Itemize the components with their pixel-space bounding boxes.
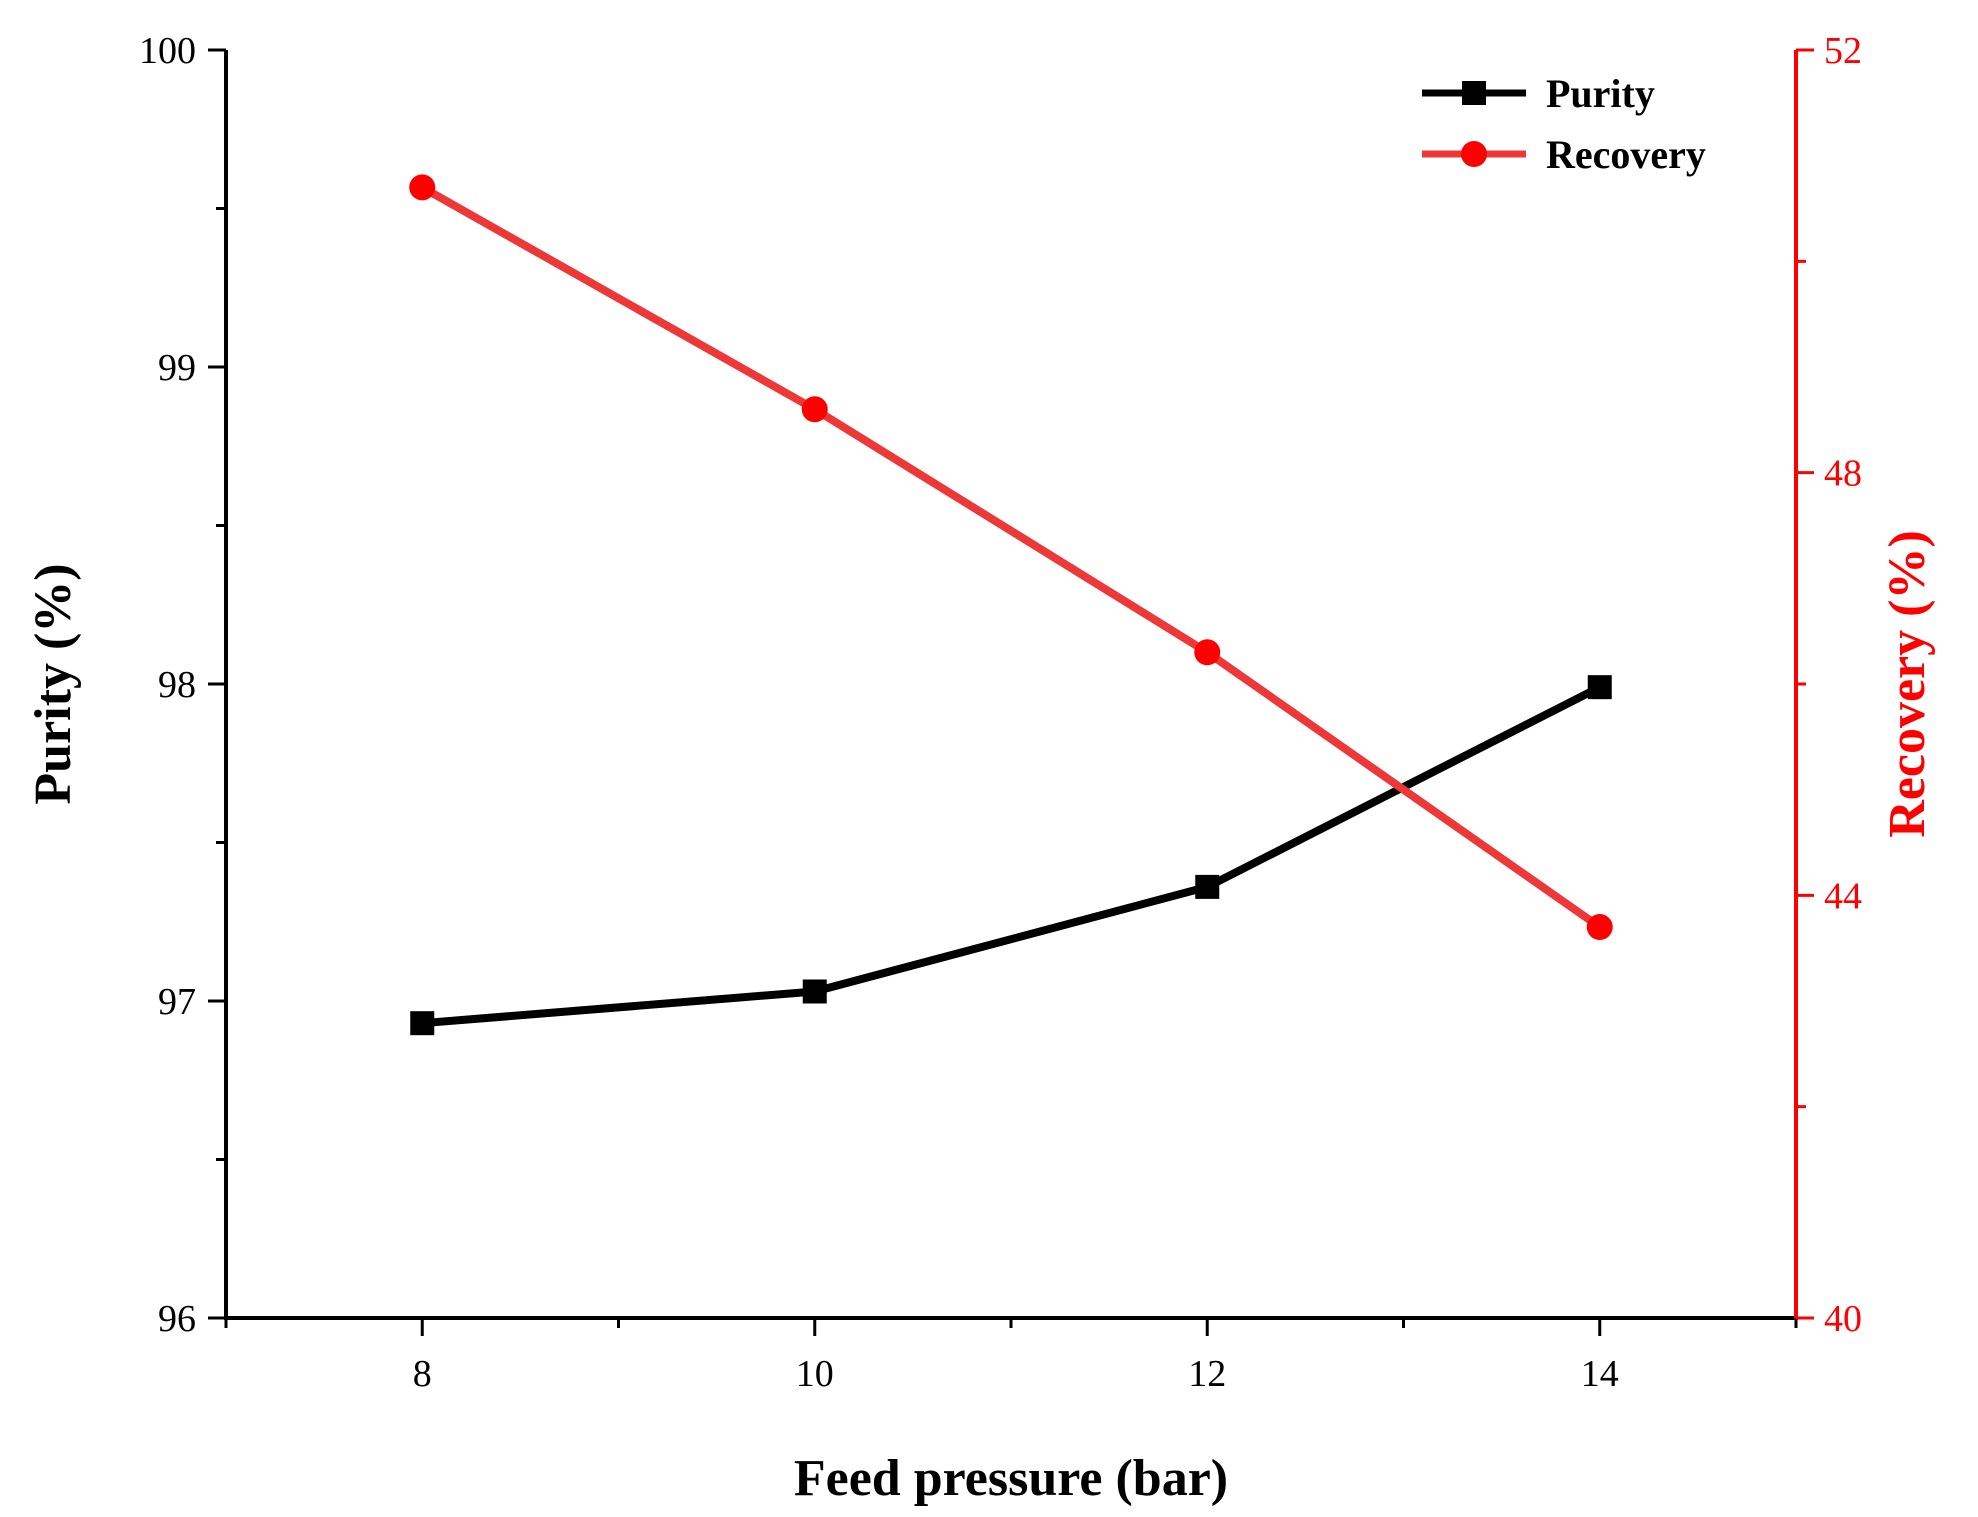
left-tick-label: 100 — [139, 30, 196, 72]
x-tick-label: 14 — [1581, 1353, 1619, 1395]
x-axis-title: Feed pressure (bar) — [794, 1450, 1228, 1507]
left-tick-label: 99 — [158, 347, 196, 389]
recovery-series-line — [420, 183, 1603, 931]
left-axis-title: Purity (%) — [25, 563, 82, 804]
x-axis-ticks: 8 10 12 14 — [224, 1318, 1798, 1395]
recovery-point — [1194, 639, 1221, 666]
x-tick-label: 10 — [796, 1353, 834, 1395]
purity-point — [1587, 675, 1612, 700]
right-tick-label: 40 — [1824, 1298, 1862, 1340]
right-tick-label: 44 — [1824, 875, 1862, 917]
legend-recovery-label: Recovery — [1546, 132, 1706, 177]
purity-point — [410, 1011, 435, 1036]
legend-purity-label: Purity — [1546, 71, 1655, 116]
right-axis-title: Recovery (%) — [1879, 530, 1936, 838]
left-axis-ticks: 96 97 98 99 100 — [139, 30, 226, 1340]
x-tick-label: 12 — [1188, 1353, 1226, 1395]
left-tick-label: 96 — [158, 1298, 196, 1340]
right-tick-label: 48 — [1824, 453, 1862, 495]
left-tick-label: 98 — [158, 664, 196, 706]
purity-point — [802, 979, 827, 1004]
left-tick-label: 97 — [158, 981, 196, 1023]
recovery-point — [409, 174, 436, 201]
recovery-point — [801, 396, 828, 423]
purity-point — [1195, 874, 1220, 899]
recovery-point — [1586, 914, 1613, 941]
right-tick-label: 52 — [1824, 30, 1862, 72]
legend-recovery-marker — [1461, 141, 1487, 167]
legend: Purity Recovery — [1422, 71, 1706, 177]
series-layer — [409, 174, 1613, 1036]
right-axis-ticks: 40 44 48 52 — [1796, 30, 1862, 1340]
legend-purity-marker — [1462, 81, 1486, 105]
x-tick-label: 8 — [413, 1353, 432, 1395]
